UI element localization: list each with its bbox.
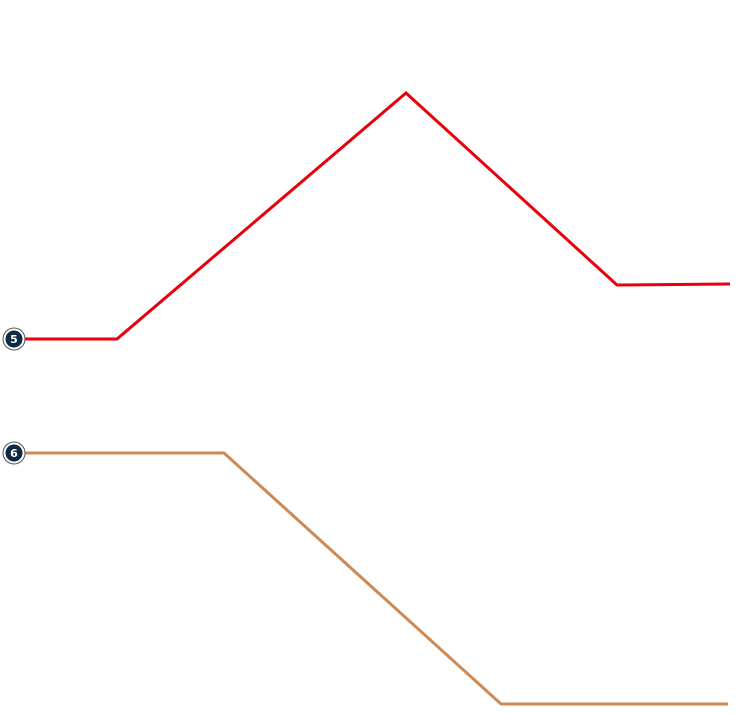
marker-outline [2, 327, 26, 351]
marker-outline [2, 441, 26, 465]
marker: 5 [2, 327, 26, 351]
marker-label: 6 [10, 447, 18, 460]
marker-badge [3, 442, 25, 464]
marker: 6 [2, 441, 26, 465]
marker-label: 5 [10, 333, 18, 346]
marker-badge [3, 328, 25, 350]
red-path [22, 91, 731, 341]
orange-path [22, 451, 728, 706]
